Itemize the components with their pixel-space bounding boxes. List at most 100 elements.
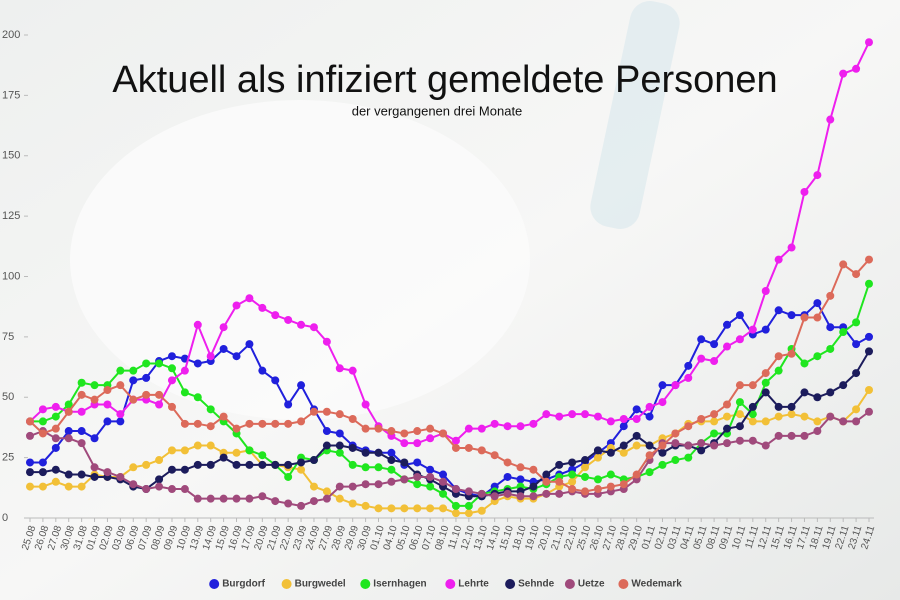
- data-point: [477, 489, 486, 498]
- data-point: [593, 453, 602, 462]
- data-point: [245, 340, 254, 349]
- data-point: [542, 477, 551, 486]
- data-point: [245, 419, 254, 428]
- data-point: [26, 482, 34, 491]
- data-point: [335, 441, 344, 450]
- data-point: [426, 482, 435, 491]
- data-point: [413, 504, 422, 513]
- data-point: [735, 398, 744, 407]
- data-point: [64, 400, 73, 409]
- data-point: [374, 504, 383, 513]
- data-point: [155, 359, 164, 368]
- data-point: [155, 475, 164, 484]
- data-point: [774, 306, 783, 315]
- data-point: [774, 431, 783, 440]
- bg-tube: [590, 1, 680, 229]
- data-point: [723, 412, 732, 421]
- data-point: [568, 410, 577, 419]
- data-point: [232, 301, 241, 310]
- data-point: [723, 342, 732, 351]
- data-point: [193, 359, 202, 368]
- data-point: [64, 470, 73, 479]
- data-point: [90, 434, 99, 443]
- data-point: [865, 38, 873, 47]
- y-tick-label: 25: [2, 452, 14, 464]
- data-point: [516, 463, 525, 472]
- data-point: [464, 487, 473, 496]
- data-point: [180, 419, 189, 428]
- data-point: [64, 427, 73, 436]
- data-point: [77, 390, 86, 399]
- data-point: [619, 441, 628, 450]
- data-point: [516, 492, 525, 501]
- data-point: [142, 373, 151, 382]
- data-point: [671, 381, 680, 390]
- data-point: [271, 311, 280, 320]
- data-point: [568, 485, 577, 494]
- data-point: [361, 480, 370, 489]
- data-point: [284, 419, 293, 428]
- data-point: [632, 431, 641, 440]
- data-point: [761, 441, 770, 450]
- data-point: [297, 381, 306, 390]
- y-tick-label: 125: [2, 210, 20, 222]
- data-point: [38, 417, 47, 426]
- data-point: [658, 448, 667, 457]
- data-point: [774, 352, 783, 361]
- data-point: [839, 417, 848, 426]
- data-point: [155, 456, 164, 465]
- data-point: [735, 311, 744, 320]
- data-point: [309, 456, 318, 465]
- data-point: [464, 443, 473, 452]
- y-tick-label: 75: [2, 331, 14, 343]
- data-point: [606, 417, 615, 426]
- data-point: [735, 436, 744, 445]
- data-point: [387, 477, 396, 486]
- data-point: [735, 410, 744, 419]
- data-point: [180, 485, 189, 494]
- data-point: [684, 373, 693, 382]
- data-point: [710, 441, 719, 450]
- data-point: [271, 419, 280, 428]
- data-point: [826, 323, 835, 332]
- data-point: [723, 320, 732, 329]
- data-point: [477, 446, 486, 455]
- data-point: [813, 352, 822, 361]
- data-point: [335, 429, 344, 438]
- data-point: [735, 335, 744, 344]
- y-tick-label: 175: [2, 89, 20, 101]
- data-point: [400, 439, 409, 448]
- data-point: [761, 378, 770, 387]
- data-point: [748, 325, 757, 334]
- data-point: [826, 344, 835, 353]
- data-point: [542, 470, 551, 479]
- data-point: [361, 463, 370, 472]
- data-point: [167, 402, 176, 411]
- data-point: [852, 417, 861, 426]
- data-point: [38, 468, 47, 477]
- data-point: [774, 402, 783, 411]
- data-point: [852, 318, 861, 327]
- data-point: [555, 477, 564, 486]
- data-point: [606, 482, 615, 491]
- data-point: [206, 441, 215, 450]
- data-point: [51, 477, 60, 486]
- data-point: [426, 434, 435, 443]
- data-point: [451, 485, 460, 494]
- data-point: [852, 369, 861, 378]
- data-point: [335, 482, 344, 491]
- data-point: [723, 439, 732, 448]
- data-point: [774, 412, 783, 421]
- data-point: [684, 441, 693, 450]
- data-point: [232, 494, 241, 503]
- legend-marker: [564, 579, 575, 589]
- data-point: [335, 410, 344, 419]
- data-point: [710, 357, 719, 366]
- data-point: [451, 509, 460, 518]
- data-point: [258, 460, 267, 469]
- data-point: [284, 315, 293, 324]
- data-point: [64, 407, 73, 416]
- data-point: [710, 410, 719, 419]
